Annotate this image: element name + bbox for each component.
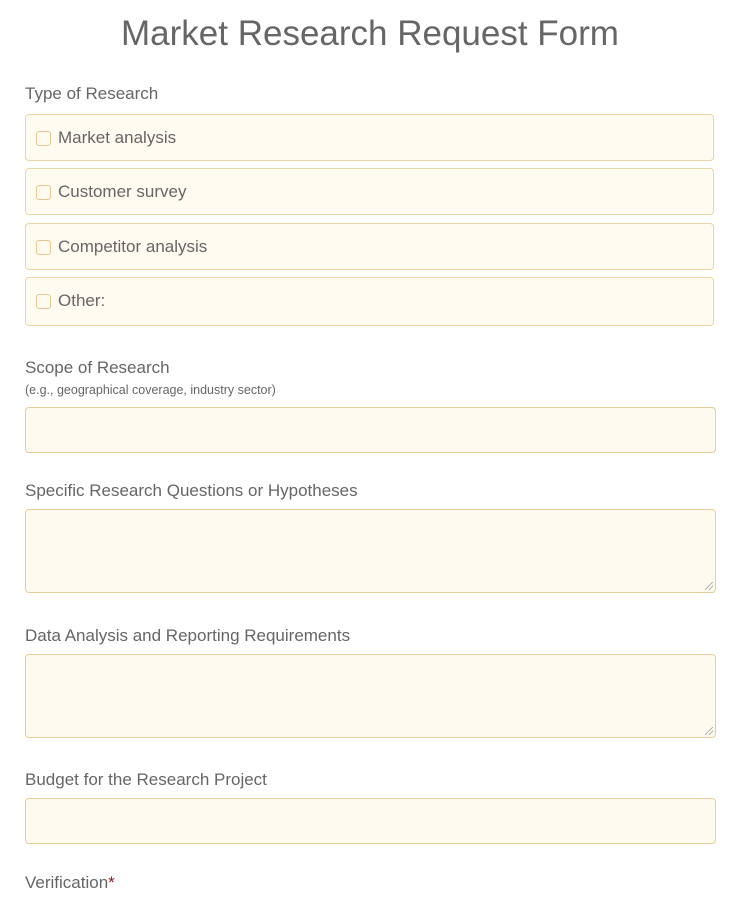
option-label: Market analysis — [58, 128, 177, 147]
option-label: Competitor analysis — [58, 237, 208, 256]
required-marker: * — [108, 873, 115, 892]
page-title: Market Research Request Form — [121, 14, 619, 53]
type-of-research-label: Type of Research — [25, 84, 159, 103]
budget-input[interactable] — [25, 798, 716, 844]
resize-handle-icon[interactable] — [705, 582, 713, 590]
checkbox[interactable] — [36, 131, 51, 146]
scope-label: Scope of Research — [25, 358, 170, 377]
option-competitor-analysis[interactable]: Competitor analysis — [25, 223, 714, 270]
verification-label: Verification* — [25, 873, 115, 893]
reporting-label: Data Analysis and Reporting Requirements — [25, 626, 351, 645]
option-label: Customer survey — [58, 182, 187, 201]
scope-input[interactable] — [25, 407, 716, 453]
option-customer-survey[interactable]: Customer survey — [25, 168, 714, 215]
option-label: Other: — [58, 291, 106, 310]
scope-hint: (e.g., geographical coverage, industry s… — [25, 383, 276, 397]
budget-label: Budget for the Research Project — [25, 770, 267, 789]
reporting-textarea[interactable] — [25, 654, 716, 738]
option-market-analysis[interactable]: Market analysis — [25, 114, 714, 161]
questions-label: Specific Research Questions or Hypothese… — [25, 481, 358, 500]
verification-text: Verification — [25, 873, 109, 892]
checkbox[interactable] — [36, 294, 51, 309]
checkbox[interactable] — [36, 240, 51, 255]
questions-textarea[interactable] — [25, 509, 716, 593]
option-other[interactable]: Other: — [25, 277, 714, 326]
resize-handle-icon[interactable] — [705, 727, 713, 735]
checkbox[interactable] — [36, 185, 51, 200]
